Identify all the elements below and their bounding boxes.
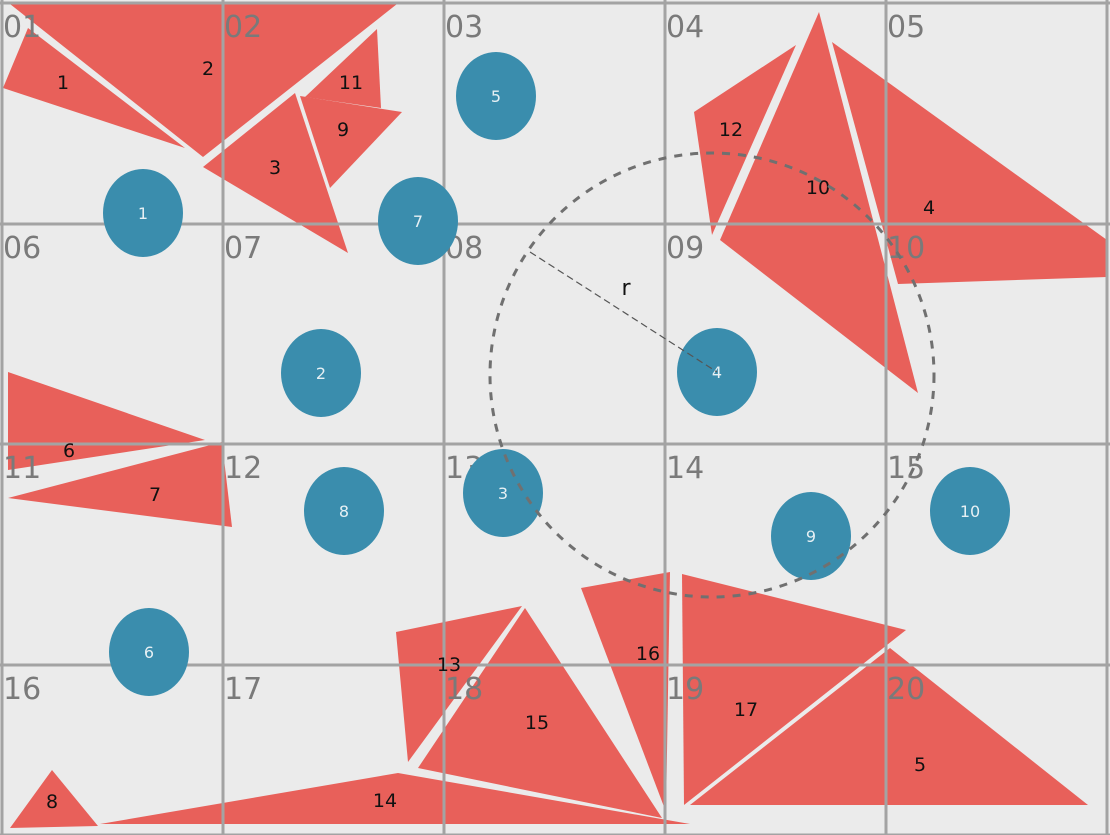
circle-3 <box>463 449 543 537</box>
triangle-label-1: 1 <box>57 72 69 94</box>
triangles-layer <box>3 4 1107 828</box>
circle-label-8: 8 <box>339 502 349 521</box>
cell-label-04: 04 <box>666 10 704 45</box>
cell-label-19: 19 <box>666 672 704 707</box>
triangle-label-3: 3 <box>269 157 281 179</box>
cell-label-03: 03 <box>445 10 483 45</box>
circle-label-2: 2 <box>316 364 326 383</box>
triangle-9 <box>300 96 402 188</box>
cell-label-16: 16 <box>3 672 41 707</box>
circle-7 <box>378 177 458 265</box>
circle-label-9: 9 <box>806 527 816 546</box>
triangle-label-7: 7 <box>149 484 161 506</box>
circle-2 <box>281 329 361 417</box>
triangle-label-11: 11 <box>339 72 363 94</box>
triangle-label-6: 6 <box>63 440 75 462</box>
triangle-label-2: 2 <box>202 58 214 80</box>
triangle-10 <box>720 12 918 393</box>
triangle-label-13: 13 <box>437 654 461 676</box>
circle-label-4: 4 <box>712 363 722 382</box>
triangle-15 <box>418 608 662 818</box>
triangle-8 <box>10 770 98 828</box>
circle-6 <box>109 608 189 696</box>
triangle-label-17: 17 <box>734 699 758 721</box>
cell-label-06: 06 <box>3 231 41 266</box>
triangle-12 <box>694 45 796 235</box>
triangle-7 <box>8 442 232 527</box>
triangle-label-9: 9 <box>337 119 349 141</box>
circle-5 <box>456 52 536 140</box>
cell-label-11: 11 <box>3 451 41 486</box>
triangle-label-4: 4 <box>923 197 935 219</box>
radius-label: r <box>621 276 631 301</box>
triangle-11 <box>305 29 381 108</box>
triangle-label-15: 15 <box>525 712 549 734</box>
circle-8 <box>304 467 384 555</box>
circle-label-10: 10 <box>960 502 980 521</box>
triangle-label-8: 8 <box>46 791 58 813</box>
cell-label-01: 01 <box>3 10 41 45</box>
cell-label-07: 07 <box>224 231 262 266</box>
circle-label-5: 5 <box>491 87 501 106</box>
triangle-label-10: 10 <box>806 177 830 199</box>
cell-label-17: 17 <box>224 672 262 707</box>
cell-label-20: 20 <box>887 672 925 707</box>
triangle-13 <box>396 606 522 762</box>
triangle-14 <box>100 773 690 824</box>
triangle-label-5: 5 <box>914 754 926 776</box>
triangle-label-12: 12 <box>719 119 743 141</box>
circle-label-7: 7 <box>413 212 423 231</box>
circle-label-1: 1 <box>138 204 148 223</box>
cell-label-12: 12 <box>224 451 262 486</box>
circle-10 <box>930 467 1010 555</box>
circle-label-6: 6 <box>144 643 154 662</box>
cell-label-10: 10 <box>887 231 925 266</box>
cell-label-18: 18 <box>445 672 483 707</box>
triangle-5 <box>690 648 1088 805</box>
triangle-3 <box>203 93 348 253</box>
dashed-range-circle <box>488 151 936 599</box>
circle-label-3: 3 <box>498 484 508 503</box>
radius-layer: r <box>488 151 936 599</box>
cell-label-09: 09 <box>666 231 704 266</box>
cell-label-02: 02 <box>224 10 262 45</box>
cell-label-14: 14 <box>666 451 704 486</box>
triangle-17 <box>682 574 906 805</box>
circle-9 <box>771 492 851 580</box>
triangle-16 <box>581 572 670 812</box>
cell-label-05: 05 <box>887 10 925 45</box>
radius-line <box>529 251 718 373</box>
triangle-1 <box>3 28 185 148</box>
circle-1 <box>103 169 183 257</box>
triangle-label-14: 14 <box>373 790 397 812</box>
triangle-label-16: 16 <box>636 643 660 665</box>
triangle-2 <box>10 4 397 157</box>
